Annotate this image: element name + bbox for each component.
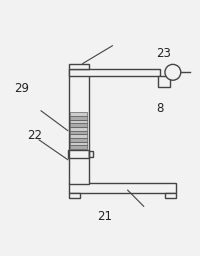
- Bar: [70, 116, 87, 120]
- Bar: [68, 150, 89, 158]
- Bar: [70, 112, 87, 116]
- Bar: [157, 76, 169, 87]
- Text: 29: 29: [14, 82, 29, 95]
- Bar: [70, 134, 87, 138]
- Bar: [68, 69, 159, 76]
- Bar: [70, 127, 87, 131]
- Bar: [70, 123, 87, 127]
- Bar: [70, 138, 87, 142]
- Bar: [70, 142, 87, 145]
- Text: 21: 21: [96, 210, 111, 223]
- Bar: [88, 151, 93, 157]
- Bar: [68, 194, 79, 198]
- Bar: [70, 120, 87, 123]
- Text: 23: 23: [156, 47, 171, 60]
- Bar: [164, 194, 175, 198]
- Bar: [70, 145, 87, 149]
- Bar: [70, 131, 87, 134]
- Bar: [68, 63, 88, 69]
- Bar: [68, 183, 175, 194]
- Text: 22: 22: [27, 130, 42, 142]
- Circle shape: [164, 64, 180, 80]
- Text: 8: 8: [156, 102, 163, 115]
- Bar: [68, 69, 88, 184]
